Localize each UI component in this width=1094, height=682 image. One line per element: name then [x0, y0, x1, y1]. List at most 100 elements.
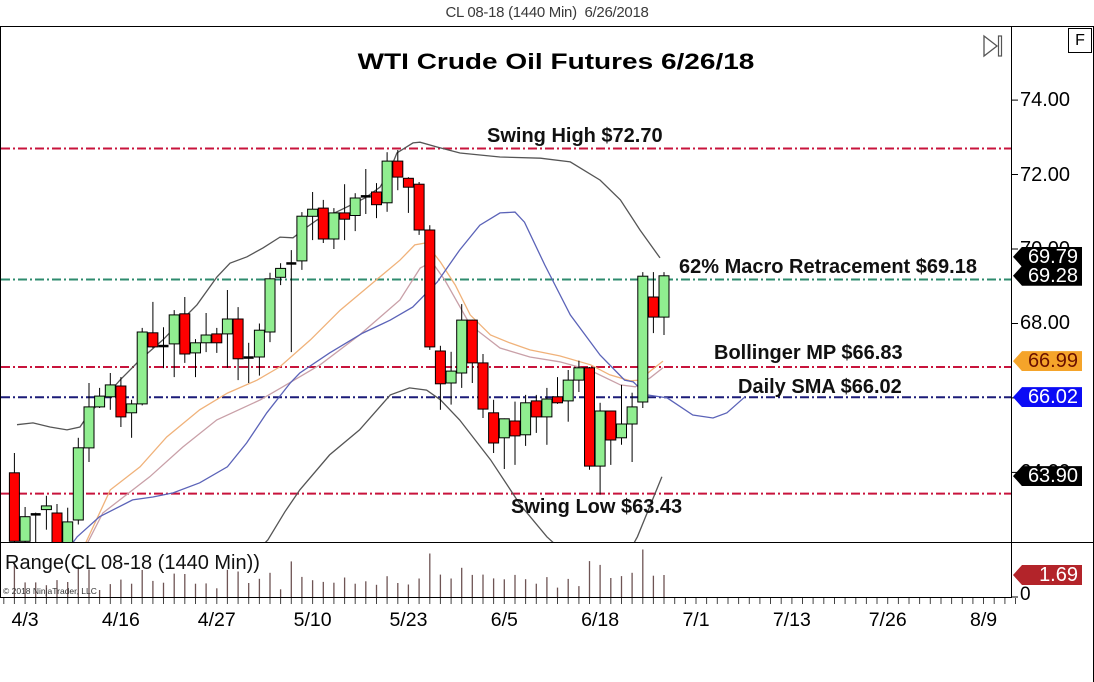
candle [573, 360, 585, 392]
range-panel-background [1, 543, 1011, 597]
orange-ma-price-marker: 66.99 [1013, 351, 1082, 372]
candle-body [317, 207, 329, 240]
candle [147, 301, 159, 348]
date-label: 5/10 [293, 609, 332, 631]
candle-body [190, 342, 201, 354]
candle-body [40, 505, 52, 511]
candle [83, 383, 95, 462]
candle-body [115, 385, 127, 418]
date-label: 7/13 [772, 609, 811, 631]
chart-title-container: WTI Crude Oil Futures 6/26/18 [0, 46, 1094, 78]
skip-to-end-icon [983, 34, 1003, 58]
price-axis[interactable]: 74.00 72.00 70.00 68.00 66.00 64.00 69.7… [1012, 26, 1093, 605]
candle [562, 370, 574, 422]
lower-band-price-marker: 63.90 [1013, 466, 1082, 487]
candle-body [126, 403, 138, 414]
candle [232, 307, 244, 381]
candle-doji [30, 513, 41, 516]
candle-body [552, 396, 563, 404]
candle [456, 304, 468, 388]
candle-body [147, 332, 159, 348]
candle-doji [360, 195, 371, 198]
candle [477, 354, 489, 418]
candle-body [349, 197, 361, 216]
frame-left-border [0, 26, 1, 598]
candle [115, 377, 127, 427]
candle-body [616, 423, 627, 439]
candle-body [466, 319, 478, 364]
candle-body [104, 384, 116, 398]
copyright-notice: © 2018 NinjaTrader, LLC [3, 586, 97, 596]
candle [275, 263, 287, 286]
candle [647, 272, 659, 334]
candle-body [179, 313, 191, 355]
candle-body [445, 370, 457, 384]
candle [317, 199, 329, 243]
candle [72, 437, 84, 525]
candle [264, 272, 276, 343]
scroll-to-end-button[interactable] [982, 34, 1004, 58]
candle [40, 495, 52, 530]
candle-body [221, 318, 233, 335]
y-tick-label: 74.00 [1020, 89, 1071, 112]
candle-body [168, 314, 180, 345]
candle [339, 184, 351, 241]
candle-body [371, 191, 382, 206]
candle-body [477, 362, 489, 410]
date-axis-background [1, 598, 1093, 682]
last-price-marker: 69.28 [1013, 265, 1082, 286]
candle [8, 453, 20, 544]
range-indicator-panel[interactable]: Range(CL 08-18 (1440 Min)) © 2018 NinjaT… [1, 543, 1011, 597]
candle-body [339, 212, 351, 220]
candle-body [72, 447, 84, 521]
candle-body [392, 160, 404, 178]
candle [371, 183, 382, 219]
sma-price-marker: 66.02 [1013, 387, 1082, 408]
candle [168, 310, 180, 378]
candle [445, 351, 457, 405]
candle [434, 345, 446, 410]
y-tick-label: 72.00 [1020, 163, 1071, 186]
candle [616, 384, 627, 445]
candle-body [328, 212, 340, 240]
candle-body [8, 472, 20, 542]
candle-body [520, 402, 532, 436]
candle [286, 250, 297, 353]
date-label: 7/26 [868, 609, 907, 631]
candle [158, 327, 169, 369]
candle [94, 387, 106, 408]
candle [104, 373, 116, 410]
date-label: 4/3 [11, 609, 39, 631]
candle-body [573, 367, 585, 381]
candle-body [381, 160, 393, 204]
date-axis[interactable]: 4/3 4/16 4/27 5/10 5/23 6/5 6/18 7/1 7/1… [0, 598, 1012, 638]
y-tick-label: 68.00 [1020, 312, 1071, 335]
candle [605, 410, 617, 465]
candle [360, 169, 371, 214]
candle-body [647, 296, 659, 318]
chart-window-header: CL 08-18 (1440 Min) 6/26/2018 [445, 4, 649, 21]
candle-body [253, 329, 265, 358]
candle-body [424, 229, 436, 348]
candle [626, 392, 638, 462]
candle [179, 297, 191, 363]
candle [424, 225, 436, 350]
candle-body [498, 418, 510, 439]
candle-body [456, 319, 468, 374]
f-button[interactable]: F [1068, 28, 1092, 53]
candle-body [413, 183, 425, 231]
candle [402, 177, 414, 213]
candle [200, 313, 212, 353]
candle [584, 367, 595, 470]
candle [307, 192, 319, 241]
candle-body [296, 215, 308, 262]
price-axis-divider [1011, 26, 1012, 598]
candle [253, 323, 265, 376]
candle-body [562, 379, 574, 402]
candle-body [530, 400, 542, 418]
candle-body [605, 410, 617, 441]
range-panel-title: Range(CL 08-18 (1440 Min)) [5, 552, 260, 574]
range-value-marker: 1.69 [1013, 565, 1082, 586]
candle-body [637, 275, 649, 403]
